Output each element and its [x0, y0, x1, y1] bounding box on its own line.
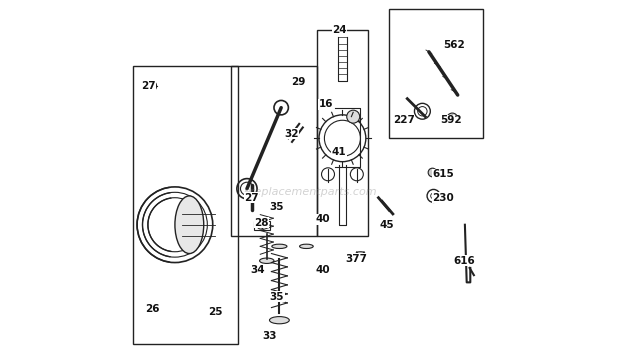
Text: 16: 16 [319, 99, 334, 109]
Text: 615: 615 [432, 169, 454, 179]
Circle shape [428, 168, 437, 177]
Circle shape [347, 110, 360, 123]
Text: 616: 616 [453, 256, 475, 266]
Text: 32: 32 [285, 129, 299, 139]
Text: 35: 35 [270, 202, 284, 212]
Text: 40: 40 [316, 265, 330, 275]
Bar [389, 9, 483, 138]
Text: 377: 377 [345, 254, 367, 264]
Text: ereplacementparts.com: ereplacementparts.com [243, 187, 377, 197]
Text: 28: 28 [254, 218, 268, 228]
Text: 35: 35 [270, 292, 284, 302]
Ellipse shape [272, 244, 287, 249]
Bar [317, 30, 368, 236]
Text: 24: 24 [332, 25, 347, 35]
Text: 26: 26 [145, 305, 159, 314]
Text: 33: 33 [262, 331, 277, 341]
Text: 227: 227 [392, 115, 415, 125]
Text: 34: 34 [250, 265, 265, 275]
Text: 29: 29 [291, 77, 306, 87]
Bar [254, 221, 270, 230]
Text: 25: 25 [208, 307, 222, 317]
Ellipse shape [270, 317, 290, 324]
Text: 27: 27 [244, 193, 259, 203]
Circle shape [447, 113, 458, 124]
Text: 592: 592 [440, 115, 462, 125]
Ellipse shape [175, 196, 204, 253]
Text: 230: 230 [432, 193, 454, 203]
Ellipse shape [260, 258, 274, 264]
Text: 40: 40 [316, 214, 330, 224]
Text: 45: 45 [379, 220, 394, 230]
Bar [231, 66, 317, 236]
Text: 27: 27 [141, 81, 156, 91]
Bar [133, 66, 238, 344]
Ellipse shape [356, 252, 365, 255]
Ellipse shape [299, 244, 313, 249]
Text: 562: 562 [443, 40, 465, 50]
Text: 41: 41 [332, 147, 347, 157]
